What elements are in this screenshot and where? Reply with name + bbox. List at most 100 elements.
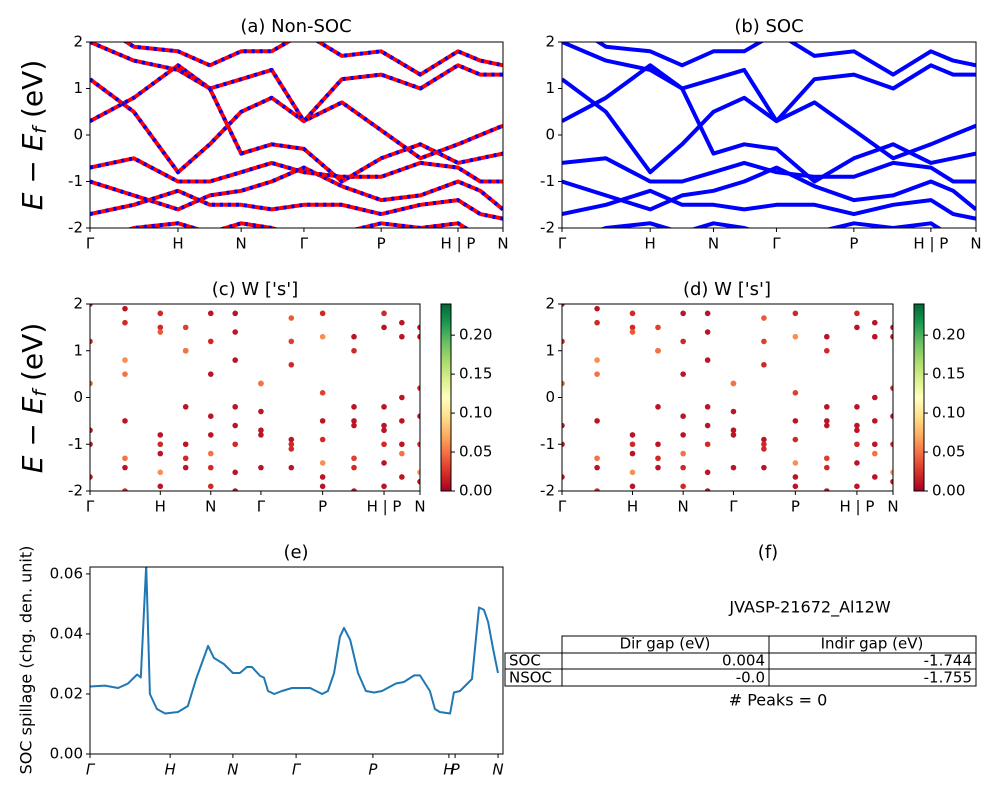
point bbox=[680, 432, 686, 438]
point bbox=[594, 371, 600, 377]
point bbox=[562, 304, 565, 307]
point bbox=[761, 315, 767, 321]
panel-title: (d) W ['s'] bbox=[683, 279, 771, 300]
point bbox=[680, 371, 686, 377]
table-cell: -1.755 bbox=[924, 669, 972, 687]
point bbox=[399, 333, 405, 340]
band bbox=[562, 188, 976, 221]
x-tick-label: H bbox=[443, 761, 454, 779]
point bbox=[792, 483, 799, 490]
table-cell: 0.004 bbox=[722, 652, 765, 670]
x-tick-label: Γ bbox=[86, 498, 95, 516]
y-tick-label: 0.00 bbox=[50, 745, 83, 763]
point bbox=[351, 333, 357, 340]
point bbox=[319, 390, 326, 396]
point bbox=[319, 460, 326, 466]
table-panel: (f) JVASP-21672_Al12W Dir gap (eV) Indir… bbox=[504, 542, 977, 710]
x-tick-label: Γ bbox=[558, 235, 567, 253]
point bbox=[704, 488, 711, 491]
point bbox=[399, 450, 405, 457]
point bbox=[871, 450, 878, 457]
y-tick-label: 0.02 bbox=[50, 684, 83, 702]
panel-title: (f) bbox=[758, 542, 778, 563]
point bbox=[680, 413, 686, 420]
point bbox=[594, 418, 600, 424]
colorbar-tick-label: 0.00 bbox=[932, 482, 965, 500]
point bbox=[562, 338, 565, 345]
colorbar-tick-label: 0.15 bbox=[932, 365, 965, 383]
point bbox=[351, 464, 357, 471]
point bbox=[232, 329, 238, 335]
point bbox=[629, 483, 636, 490]
column-header: Indir gap (eV) bbox=[821, 635, 924, 653]
axes-frame bbox=[89, 566, 504, 755]
x-tick-label: N bbox=[887, 498, 898, 516]
point bbox=[399, 441, 405, 448]
plot-area bbox=[562, 304, 893, 491]
point bbox=[351, 455, 357, 462]
point bbox=[417, 324, 420, 331]
point bbox=[319, 483, 326, 490]
point bbox=[157, 324, 164, 331]
point bbox=[890, 478, 893, 485]
point bbox=[288, 446, 295, 452]
point bbox=[122, 371, 128, 377]
x-tick-label: H bbox=[645, 235, 656, 253]
x-tick-label: H bbox=[164, 761, 175, 779]
plot-area bbox=[562, 42, 976, 228]
x-tick-label: N bbox=[492, 761, 503, 779]
point bbox=[232, 422, 238, 429]
colorbar-tick-label: 0.10 bbox=[932, 404, 965, 422]
point bbox=[232, 357, 238, 363]
point bbox=[87, 278, 93, 284]
point bbox=[792, 436, 799, 443]
x-tick-label: H | P bbox=[839, 498, 874, 516]
point bbox=[824, 422, 830, 429]
point bbox=[824, 455, 830, 462]
point bbox=[258, 432, 264, 438]
band bbox=[90, 188, 503, 221]
y-tick-label: 2 bbox=[545, 33, 555, 51]
spillage-line bbox=[90, 567, 499, 715]
band-dash bbox=[90, 156, 503, 184]
point bbox=[792, 460, 799, 466]
y-tick-label: 1 bbox=[73, 341, 83, 359]
point bbox=[890, 333, 893, 340]
point bbox=[562, 474, 565, 480]
point bbox=[399, 394, 405, 401]
point bbox=[288, 338, 295, 345]
plot-area bbox=[90, 567, 499, 715]
point bbox=[288, 464, 295, 471]
y-axis-label: E − Ef (eV) bbox=[16, 60, 51, 211]
point bbox=[207, 483, 214, 490]
point bbox=[417, 385, 420, 391]
x-tick-label: H | P bbox=[913, 235, 948, 253]
y-tick-label: 1 bbox=[73, 79, 83, 97]
band bbox=[562, 77, 976, 175]
point bbox=[704, 357, 711, 363]
point bbox=[871, 333, 878, 340]
point bbox=[594, 488, 600, 491]
band-dash bbox=[90, 77, 503, 175]
point bbox=[351, 347, 357, 354]
point bbox=[351, 418, 357, 424]
x-tick-label: N bbox=[678, 498, 689, 516]
point bbox=[232, 310, 238, 317]
y-tick-label: -1 bbox=[68, 435, 83, 453]
point bbox=[381, 324, 387, 331]
point bbox=[562, 422, 565, 429]
point bbox=[890, 385, 893, 391]
point bbox=[854, 324, 860, 331]
point bbox=[157, 329, 164, 335]
axes-frame bbox=[561, 303, 894, 492]
y-tick-label: 0.06 bbox=[50, 564, 83, 582]
point bbox=[381, 422, 387, 429]
point bbox=[157, 450, 164, 457]
band-dash bbox=[90, 42, 503, 124]
point bbox=[871, 319, 878, 326]
point bbox=[761, 436, 767, 443]
point bbox=[207, 450, 214, 457]
point bbox=[381, 483, 387, 490]
colorbar bbox=[440, 303, 452, 492]
band-dash bbox=[90, 188, 503, 221]
